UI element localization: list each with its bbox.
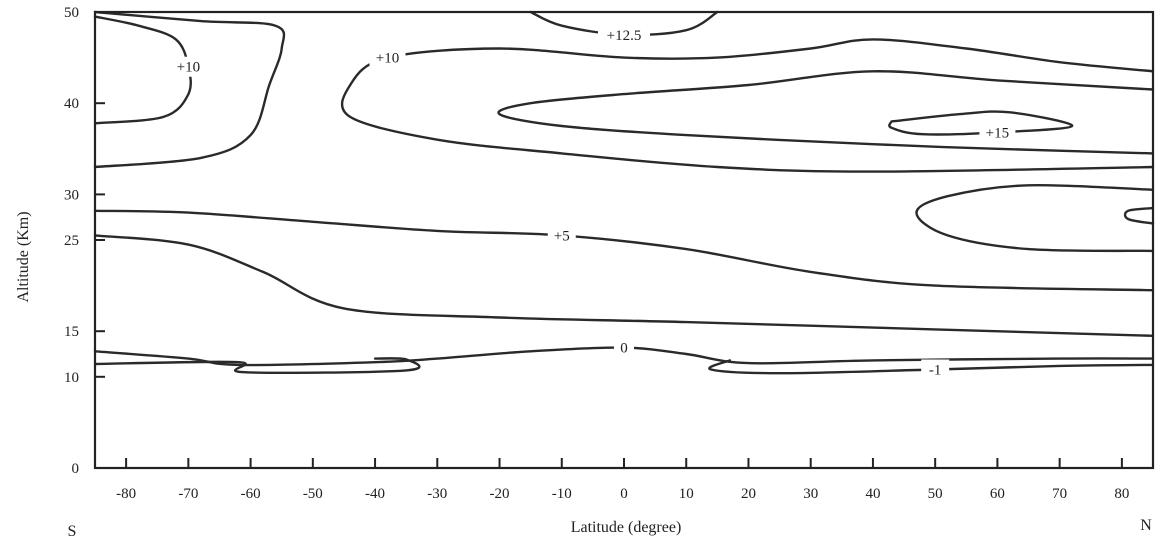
x-axis-ticks: -80 -70 -60 -50 -40 -30 -20 -10 0 10 20 30 40 50 60 70 8… xyxy=(116,458,1129,502)
x-tick-label: 60 xyxy=(990,486,1005,502)
x-tick-label: -50 xyxy=(303,486,323,502)
y-tick-label: 50 xyxy=(64,5,79,21)
contour-level-label: +15 xyxy=(986,125,1009,141)
x-tick-label: -30 xyxy=(427,486,447,502)
x-tick-label: 50 xyxy=(928,486,943,502)
contour-line xyxy=(497,70,1155,155)
x-tick-label: 30 xyxy=(803,486,818,502)
x-axis-end-label: N xyxy=(1140,517,1152,534)
contour-label-gap xyxy=(598,24,650,45)
contour-level-label: +12.5 xyxy=(607,28,642,44)
x-tick-label: -20 xyxy=(490,486,510,502)
x-axis-title: Latitude (degree) xyxy=(571,519,682,536)
contour-level-label: -1 xyxy=(929,363,942,379)
contour-label-gap xyxy=(979,122,1016,143)
contour-line xyxy=(93,209,1155,292)
contour-line xyxy=(888,110,1074,136)
contour-lines xyxy=(93,10,1155,375)
x-axis-start-label: S xyxy=(68,523,77,540)
contour-label-gap xyxy=(547,225,576,246)
x-tick-label: 0 xyxy=(620,486,628,502)
x-tick-label: 40 xyxy=(865,486,880,502)
x-tick-label: 10 xyxy=(679,486,694,502)
y-tick-label: 0 xyxy=(72,461,80,477)
contour-line xyxy=(340,38,1155,173)
y-axis-title: Altitude (Km) xyxy=(15,211,32,302)
y-tick-label: 40 xyxy=(64,96,79,112)
x-tick-label: -40 xyxy=(365,486,385,502)
contour-line xyxy=(93,234,1155,337)
y-axis-ticks: 0 10 15 25 30 40 50 xyxy=(64,5,105,477)
contour-line xyxy=(915,183,1155,253)
x-tick-label: -60 xyxy=(241,486,261,502)
contour-level-label: +5 xyxy=(554,228,570,244)
contour-label-gap xyxy=(614,337,634,358)
contour-level-label: +10 xyxy=(376,51,399,67)
y-tick-label: 15 xyxy=(64,324,79,340)
contour-label-gap xyxy=(369,47,406,68)
contour-label-gap xyxy=(170,56,207,77)
x-tick-label: -80 xyxy=(116,486,136,502)
y-tick-label: 10 xyxy=(64,370,79,386)
contour-line xyxy=(93,357,421,375)
y-tick-label: 30 xyxy=(64,187,79,203)
contour-level-label: 0 xyxy=(620,341,628,357)
x-tick-label: 70 xyxy=(1052,486,1067,502)
contour-line xyxy=(1123,206,1155,225)
x-tick-label: 80 xyxy=(1114,486,1129,502)
x-tick-label: -10 xyxy=(552,486,572,502)
y-tick-label: 25 xyxy=(64,233,79,249)
contour-labels: +10 +12.5 +10 +15 +5 0 -1 xyxy=(170,24,1016,380)
contour-line xyxy=(708,359,1155,375)
x-tick-label: 20 xyxy=(741,486,756,502)
contour-level-label: +10 xyxy=(177,60,200,76)
contour-label-gap xyxy=(921,359,950,380)
contour-line xyxy=(93,10,286,169)
x-tick-label: -70 xyxy=(178,486,198,502)
